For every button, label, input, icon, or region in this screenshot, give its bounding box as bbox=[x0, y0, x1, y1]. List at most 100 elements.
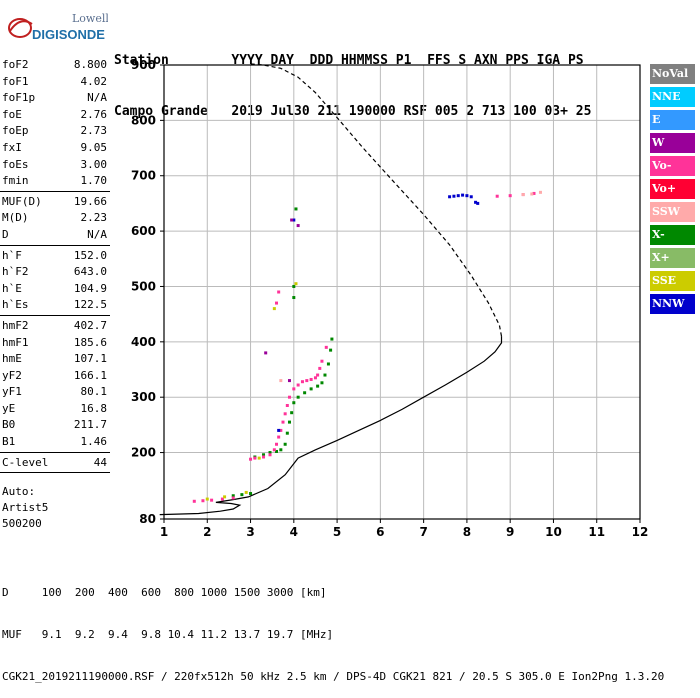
polarization-legend: NoVal NNE E W Vo- Vo+ SSW X- X+ SSE NNW bbox=[650, 64, 695, 317]
param-value: 643.0 bbox=[73, 265, 107, 279]
x-tick-label: 9 bbox=[506, 525, 514, 539]
param-label: fxI bbox=[2, 140, 22, 154]
param-separator bbox=[0, 472, 110, 474]
echo-point bbox=[231, 496, 235, 500]
param-row: yF2 166.1 bbox=[0, 368, 110, 385]
echo-point bbox=[231, 494, 235, 498]
param-row: foE 2.76 bbox=[0, 107, 110, 124]
echo-point bbox=[275, 449, 279, 453]
param-row: B1 1.46 bbox=[0, 434, 110, 451]
echo-point bbox=[508, 194, 512, 198]
param-row: foF1p N/A bbox=[0, 90, 110, 107]
autoscale-version: 500200 bbox=[2, 517, 42, 530]
param-label: hmF2 bbox=[2, 318, 29, 332]
param-value: 80.1 bbox=[80, 385, 108, 399]
y-tick-label: 900 bbox=[131, 58, 156, 72]
param-value: 185.6 bbox=[73, 335, 107, 349]
echo-point bbox=[281, 420, 285, 424]
echo-point bbox=[309, 387, 313, 391]
param-label: h`Es bbox=[2, 298, 29, 312]
legend-item: E bbox=[650, 110, 695, 130]
param-value: 1.70 bbox=[80, 174, 108, 188]
param-value: 122.5 bbox=[73, 298, 107, 312]
echo-point bbox=[283, 412, 287, 416]
legend-item: X+ bbox=[650, 248, 695, 268]
param-separator bbox=[0, 451, 110, 453]
echo-point bbox=[275, 301, 279, 305]
param-row: foF2 8.800 bbox=[0, 57, 110, 74]
echo-point bbox=[253, 456, 257, 460]
echo-point bbox=[268, 453, 272, 457]
echo-point bbox=[313, 376, 317, 380]
param-label: hmF1 bbox=[2, 335, 29, 349]
echo-point bbox=[495, 194, 499, 198]
echo-point bbox=[264, 351, 268, 355]
param-label: C-level bbox=[2, 455, 49, 469]
param-label: foE bbox=[2, 107, 22, 121]
param-label: foF2 bbox=[2, 58, 29, 71]
echo-point bbox=[292, 401, 296, 405]
header-row-labels: Station YYYY DAY DDD HHMMSS P1 FFS S AXN… bbox=[114, 53, 584, 68]
param-value: 211.7 bbox=[73, 418, 107, 432]
profile-line bbox=[159, 336, 503, 516]
param-separator bbox=[0, 244, 110, 246]
y-tick-label: 500 bbox=[131, 279, 156, 293]
echo-point bbox=[296, 395, 300, 399]
autoscale-label: Auto: bbox=[2, 485, 36, 498]
echo-point bbox=[326, 362, 330, 366]
param-separator bbox=[0, 190, 110, 192]
param-value: 152.0 bbox=[73, 248, 107, 262]
param-label: h`F2 bbox=[2, 265, 29, 279]
param-row: foEp 2.73 bbox=[0, 123, 110, 140]
echo-point bbox=[201, 499, 205, 503]
param-label: fmin bbox=[2, 174, 29, 188]
echo-point bbox=[476, 201, 480, 205]
echo-point bbox=[309, 377, 313, 381]
echo-point bbox=[257, 456, 261, 460]
echo-point bbox=[290, 218, 294, 222]
param-label: hmE bbox=[2, 352, 22, 366]
echo-point bbox=[279, 379, 283, 383]
param-row: D N/A bbox=[0, 227, 110, 244]
param-label: yF1 bbox=[2, 385, 22, 399]
param-separator bbox=[0, 314, 110, 316]
param-label: foEs bbox=[2, 157, 29, 171]
param-label: foF1 bbox=[2, 74, 29, 88]
x-tick-label: 5 bbox=[333, 525, 341, 539]
echo-point bbox=[532, 191, 536, 195]
param-value: 107.1 bbox=[73, 352, 107, 366]
plot-frame bbox=[163, 64, 641, 520]
echo-point bbox=[262, 455, 266, 459]
param-row: hmF1 185.6 bbox=[0, 335, 110, 352]
echo-point bbox=[249, 492, 253, 496]
echo-point bbox=[277, 435, 281, 439]
ionogram-chart: 1 2 3 4 5 6 7 8 9 10 11 128020030040050060070080090… bbox=[131, 58, 649, 539]
x-tick-label: 12 bbox=[632, 525, 649, 539]
echo-point bbox=[521, 193, 525, 197]
param-row: yF1 80.1 bbox=[0, 384, 110, 401]
echo-point bbox=[244, 490, 248, 494]
echo-point bbox=[249, 457, 253, 461]
param-value: 9.05 bbox=[80, 140, 108, 154]
y-tick-label: 200 bbox=[131, 446, 156, 460]
echo-point bbox=[287, 420, 291, 424]
param-row: B0 211.7 bbox=[0, 417, 110, 434]
echo-point bbox=[272, 307, 276, 311]
echo-point bbox=[192, 499, 196, 503]
echo-point bbox=[277, 428, 281, 432]
echo-point bbox=[294, 282, 298, 286]
x-tick-label: 8 bbox=[463, 525, 471, 539]
header-row-values: Campo Grande 2019 Jul30 211 190000 RSF 0… bbox=[114, 104, 592, 119]
param-value: 3.00 bbox=[80, 157, 108, 171]
param-value: 16.8 bbox=[80, 401, 108, 415]
param-label: yE bbox=[2, 401, 16, 415]
x-tick-label: 1 bbox=[160, 525, 168, 539]
param-row: hmE 107.1 bbox=[0, 351, 110, 368]
logo-line2: DIGISONDE bbox=[32, 27, 105, 42]
echo-point bbox=[469, 195, 473, 199]
param-label: B0 bbox=[2, 418, 16, 432]
echo-point bbox=[329, 348, 333, 352]
echo-point bbox=[292, 218, 296, 222]
param-value: 1.46 bbox=[80, 435, 108, 449]
param-row: C-level 44 bbox=[0, 455, 110, 472]
